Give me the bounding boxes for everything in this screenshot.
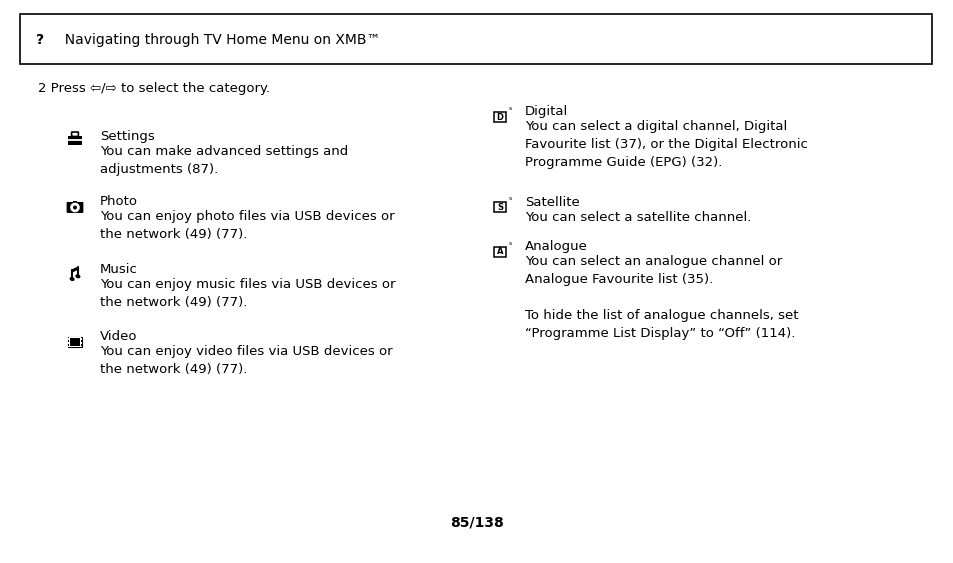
Text: You can enjoy music files via USB devices or
the network (49) (77).: You can enjoy music files via USB device… [100,278,395,309]
FancyBboxPatch shape [67,202,83,213]
Bar [69,136,82,145]
Text: s: s [508,242,511,247]
Ellipse shape [76,275,80,278]
Bar [494,113,506,122]
Bar [71,338,73,346]
Bar [73,201,77,203]
Bar [494,202,506,212]
Text: ?: ? [36,33,44,47]
Bar [494,247,506,257]
Text: Settings: Settings [100,130,154,143]
Text: Video: Video [100,330,137,343]
Bar [68,337,70,338]
Text: You can enjoy photo files via USB devices or
the network (49) (77).: You can enjoy photo files via USB device… [100,210,395,241]
Bar [68,337,82,347]
Text: s: s [508,196,511,202]
Text: Navigating through TV Home Menu on XMB™: Navigating through TV Home Menu on XMB™ [56,33,380,47]
Bar [80,337,82,338]
Text: S: S [497,203,502,212]
Text: A: A [497,248,503,257]
Text: Satellite: Satellite [524,196,579,209]
Bar [80,341,82,342]
Text: You can select a satellite channel.: You can select a satellite channel. [524,211,751,224]
Bar [68,344,70,346]
Text: You can make advanced settings and
adjustments (87).: You can make advanced settings and adjus… [100,145,348,176]
Bar [20,14,931,64]
Text: D: D [496,113,503,122]
Bar [68,341,70,342]
Ellipse shape [71,278,74,280]
Bar [73,338,76,346]
Bar [80,344,82,346]
Text: s: s [508,106,511,111]
Bar [68,337,70,347]
Text: 2 Press ⇦/⇨ to select the category.: 2 Press ⇦/⇨ to select the category. [38,82,270,95]
Bar [76,338,80,346]
Text: Digital: Digital [524,105,568,118]
Bar [80,337,82,347]
Text: You can select an analogue channel or
Analogue Favourite list (35).

To hide the: You can select an analogue channel or An… [524,255,798,340]
Text: 85/138: 85/138 [450,516,503,530]
Text: You can enjoy video files via USB devices or
the network (49) (77).: You can enjoy video files via USB device… [100,345,393,376]
Polygon shape [72,267,78,272]
Bar [71,337,80,347]
Text: Analogue: Analogue [524,240,587,253]
Text: You can select a digital channel, Digital
Favourite list (37), or the Digital El: You can select a digital channel, Digita… [524,120,807,169]
Text: Photo: Photo [100,195,138,208]
Text: Music: Music [100,263,138,276]
